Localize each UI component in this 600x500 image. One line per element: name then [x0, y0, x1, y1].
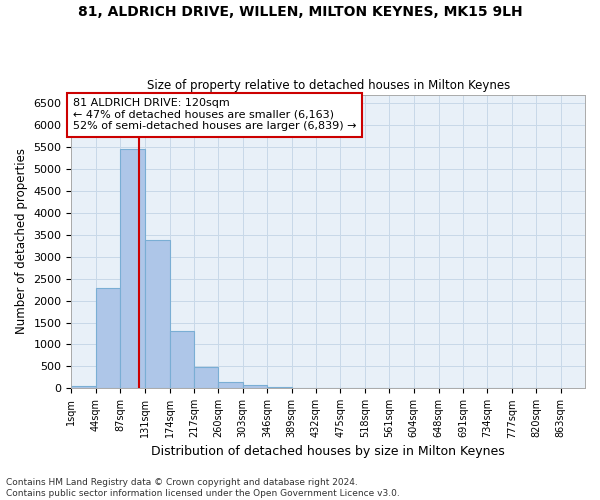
- Text: Contains HM Land Registry data © Crown copyright and database right 2024.
Contai: Contains HM Land Registry data © Crown c…: [6, 478, 400, 498]
- Bar: [170, 331, 194, 388]
- Bar: [145, 240, 170, 388]
- Text: 81 ALDRICH DRIVE: 120sqm
← 47% of detached houses are smaller (6,163)
52% of sem: 81 ALDRICH DRIVE: 120sqm ← 47% of detach…: [73, 98, 356, 132]
- Title: Size of property relative to detached houses in Milton Keynes: Size of property relative to detached ho…: [146, 79, 510, 92]
- X-axis label: Distribution of detached houses by size in Milton Keynes: Distribution of detached houses by size …: [151, 444, 505, 458]
- Y-axis label: Number of detached properties: Number of detached properties: [15, 148, 28, 334]
- Bar: [267, 386, 292, 388]
- Bar: [71, 386, 96, 388]
- Text: 81, ALDRICH DRIVE, WILLEN, MILTON KEYNES, MK15 9LH: 81, ALDRICH DRIVE, WILLEN, MILTON KEYNES…: [77, 5, 523, 19]
- Bar: [243, 385, 267, 388]
- Bar: [194, 368, 218, 388]
- Bar: [218, 382, 243, 388]
- Bar: [96, 288, 120, 388]
- Bar: [120, 150, 145, 388]
